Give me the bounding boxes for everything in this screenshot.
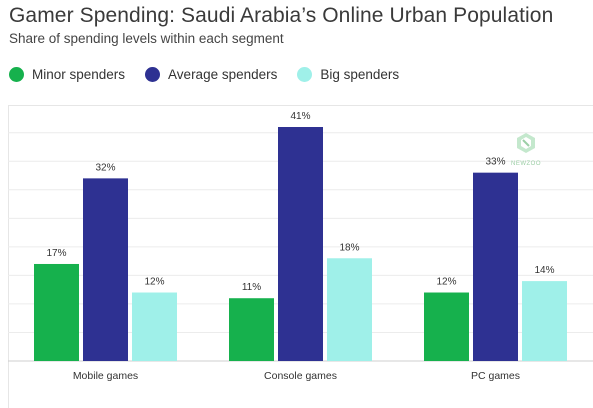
bar-minor-spenders-mobile-games	[34, 263, 79, 361]
data-label-big-spenders-mobile-games: 12%	[144, 277, 164, 288]
newzoo-logo-icon	[517, 133, 535, 153]
x-tick-label-pc-games: PC games	[471, 370, 520, 382]
legend-item-big-spenders[interactable]: Big spenders	[297, 67, 399, 82]
bar-big-spenders-mobile-games	[132, 292, 177, 361]
legend-label-average-spenders: Average spenders	[168, 67, 278, 82]
chart-title: Gamer Spending: Saudi Arabia’s Online Ur…	[9, 4, 554, 27]
legend-swatch-big-spenders	[297, 67, 313, 82]
legend-item-minor-spenders[interactable]: Minor spenders	[9, 67, 125, 82]
legend-swatch-average-spenders	[145, 67, 161, 82]
data-label-minor-spenders-console-games: 11%	[242, 282, 261, 293]
chart-subtitle: Share of spending levels within each seg…	[9, 31, 284, 46]
x-tick-label-console-games: Console games	[264, 370, 337, 382]
data-label-big-spenders-pc-games: 14%	[534, 265, 554, 276]
x-tick-label-mobile-games: Mobile games	[73, 370, 138, 382]
bar-minor-spenders-console-games	[229, 298, 274, 361]
legend-label-minor-spenders: Minor spenders	[32, 67, 126, 82]
data-label-average-spenders-console-games: 41%	[290, 111, 310, 122]
data-label-big-spenders-console-games: 18%	[339, 242, 359, 253]
bar-average-spenders-console-games	[278, 127, 323, 361]
data-label-minor-spenders-mobile-games: 17%	[46, 248, 66, 259]
bar-big-spenders-pc-games	[522, 281, 567, 361]
bar-average-spenders-pc-games	[473, 172, 518, 361]
legend-label-big-spenders: Big spenders	[320, 67, 400, 82]
bar-minor-spenders-pc-games	[424, 292, 469, 361]
bar-big-spenders-console-games	[327, 258, 372, 361]
legend-swatch-minor-spenders	[9, 67, 24, 82]
data-label-average-spenders-mobile-games: 32%	[95, 162, 115, 173]
data-label-minor-spenders-pc-games: 12%	[436, 277, 456, 288]
chart-legend: Minor spenders Average spenders Big spen…	[9, 67, 419, 82]
data-label-average-spenders-pc-games: 33%	[485, 157, 505, 168]
legend-item-average-spenders[interactable]: Average spenders	[145, 67, 277, 82]
bar-average-spenders-mobile-games	[83, 178, 128, 361]
watermark-text: NEWZOO	[511, 161, 541, 167]
